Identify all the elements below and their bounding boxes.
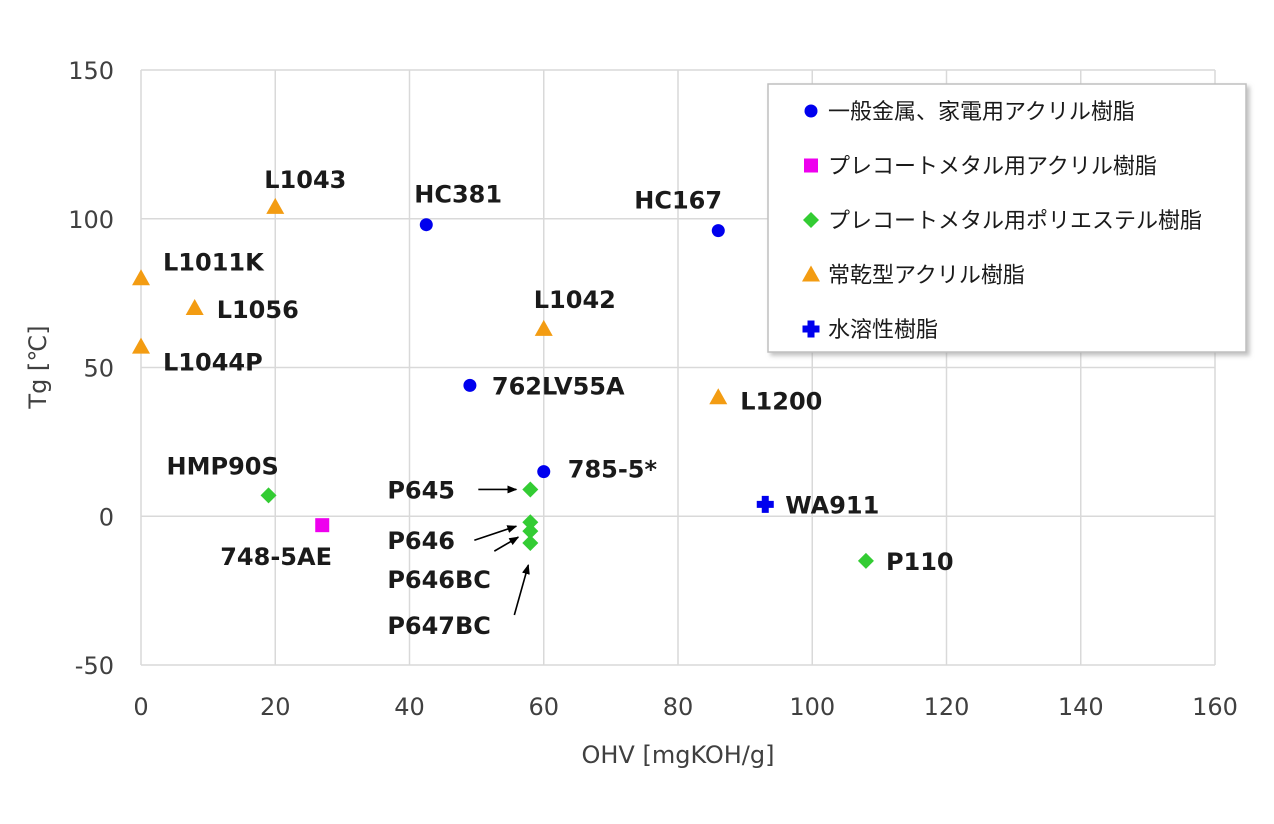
y-tick-label: 150: [68, 57, 114, 85]
axis-ticks: 0 20 40 60 80 100 120 140 160 -50 0 50 100 150: [68, 57, 1238, 721]
point-label-762lv55a: 762LV55A: [492, 372, 625, 400]
arrow-p646: [474, 525, 518, 541]
data-point-wa911: [756, 495, 774, 513]
point-label-p647bc: P647BC: [387, 612, 491, 640]
legend-label: 一般金属、家電用アクリル樹脂: [828, 100, 1135, 125]
data-point-p646: [522, 514, 539, 531]
legend: 一般金属、家電用アクリル樹脂プレコートメタル用アクリル樹脂プレコートメタル用ポリ…: [767, 83, 1247, 353]
data-point-l1200: [709, 388, 728, 405]
point-label-l1011k: L1011K: [163, 248, 265, 276]
point-label-hc381: HC381: [414, 181, 502, 209]
y-tick-label: 0: [99, 503, 114, 531]
legend-label: 常乾型アクリル樹脂: [828, 264, 1025, 289]
point-label-p646: P646: [387, 527, 455, 555]
x-tick-label: 160: [1192, 693, 1238, 721]
data-point-hmp90s: [260, 487, 277, 504]
point-label-p110: P110: [886, 548, 954, 576]
point-label-l1043: L1043: [264, 166, 346, 194]
x-tick-label: 140: [1058, 693, 1104, 721]
y-tick-label: 50: [83, 355, 114, 383]
data-point-l1042: [534, 319, 553, 336]
data-point-l1011k: [132, 269, 150, 286]
data-point-p110: [857, 552, 874, 569]
arrow-p646bc: [493, 536, 520, 552]
x-tick-label: 20: [260, 693, 291, 721]
legend-marker-diamond: [803, 212, 819, 228]
point-label-p645: P645: [387, 476, 455, 504]
x-tick-label: 40: [394, 693, 425, 721]
legend-box: [767, 83, 1247, 353]
point-label-l1044p: L1044P: [163, 349, 263, 377]
point-label-hmp90s: HMP90S: [167, 452, 279, 480]
point-label-l1042: L1042: [534, 286, 616, 314]
data-point-hc167: [711, 224, 725, 238]
y-tick-label: -50: [75, 652, 114, 680]
point-label-hc167: HC167: [634, 187, 722, 215]
data-point-hc381: [419, 218, 433, 232]
data-point-762lv55a: [463, 378, 477, 392]
data-points: [132, 197, 874, 569]
point-label-748-5ae: 748-5AE: [220, 543, 332, 571]
legend-label: プレコートメタル用ポリエステル樹脂: [828, 209, 1202, 234]
point-labels: HC381 HC167 762LV55A 785-5* 748-5AE HMP90S P64…: [163, 166, 954, 640]
data-point-l1056: [185, 299, 204, 315]
point-label-785-5: 785-5*: [568, 456, 658, 484]
arrow-p647bc: [513, 564, 530, 616]
point-label-p646bc: P646BC: [387, 566, 491, 594]
data-point-785-5: [537, 465, 551, 479]
annotation-arrows: [474, 485, 530, 616]
x-tick-label: 120: [924, 693, 970, 721]
data-point-l1043: [266, 197, 285, 214]
y-tick-label: 100: [68, 206, 114, 234]
data-point-p645: [522, 481, 539, 498]
point-label-l1056: L1056: [217, 296, 299, 324]
x-tick-label: 100: [789, 693, 835, 721]
legend-label: プレコートメタル用アクリル樹脂: [828, 155, 1157, 180]
data-point-p646bc: [522, 523, 539, 540]
legend-marker-plus: [802, 320, 820, 338]
point-label-wa911: WA911: [785, 491, 879, 519]
data-point-748-5ae: [315, 518, 330, 533]
legend-marker-square: [804, 158, 818, 173]
data-point-p647bc: [522, 535, 539, 552]
legend-label: 水溶性樹脂: [828, 318, 938, 343]
x-tick-label: 80: [663, 693, 694, 721]
legend-marker-circle: [804, 104, 818, 118]
point-label-l1200: L1200: [740, 387, 822, 415]
x-tick-label: 60: [528, 693, 559, 721]
y-axis-title: Tg [℃]: [24, 325, 52, 409]
x-tick-label: 0: [133, 693, 148, 721]
x-axis-title: OHV [mgKOH/g]: [581, 741, 774, 769]
data-point-l1044p: [132, 337, 150, 354]
legend-marker-triangle: [802, 265, 820, 282]
